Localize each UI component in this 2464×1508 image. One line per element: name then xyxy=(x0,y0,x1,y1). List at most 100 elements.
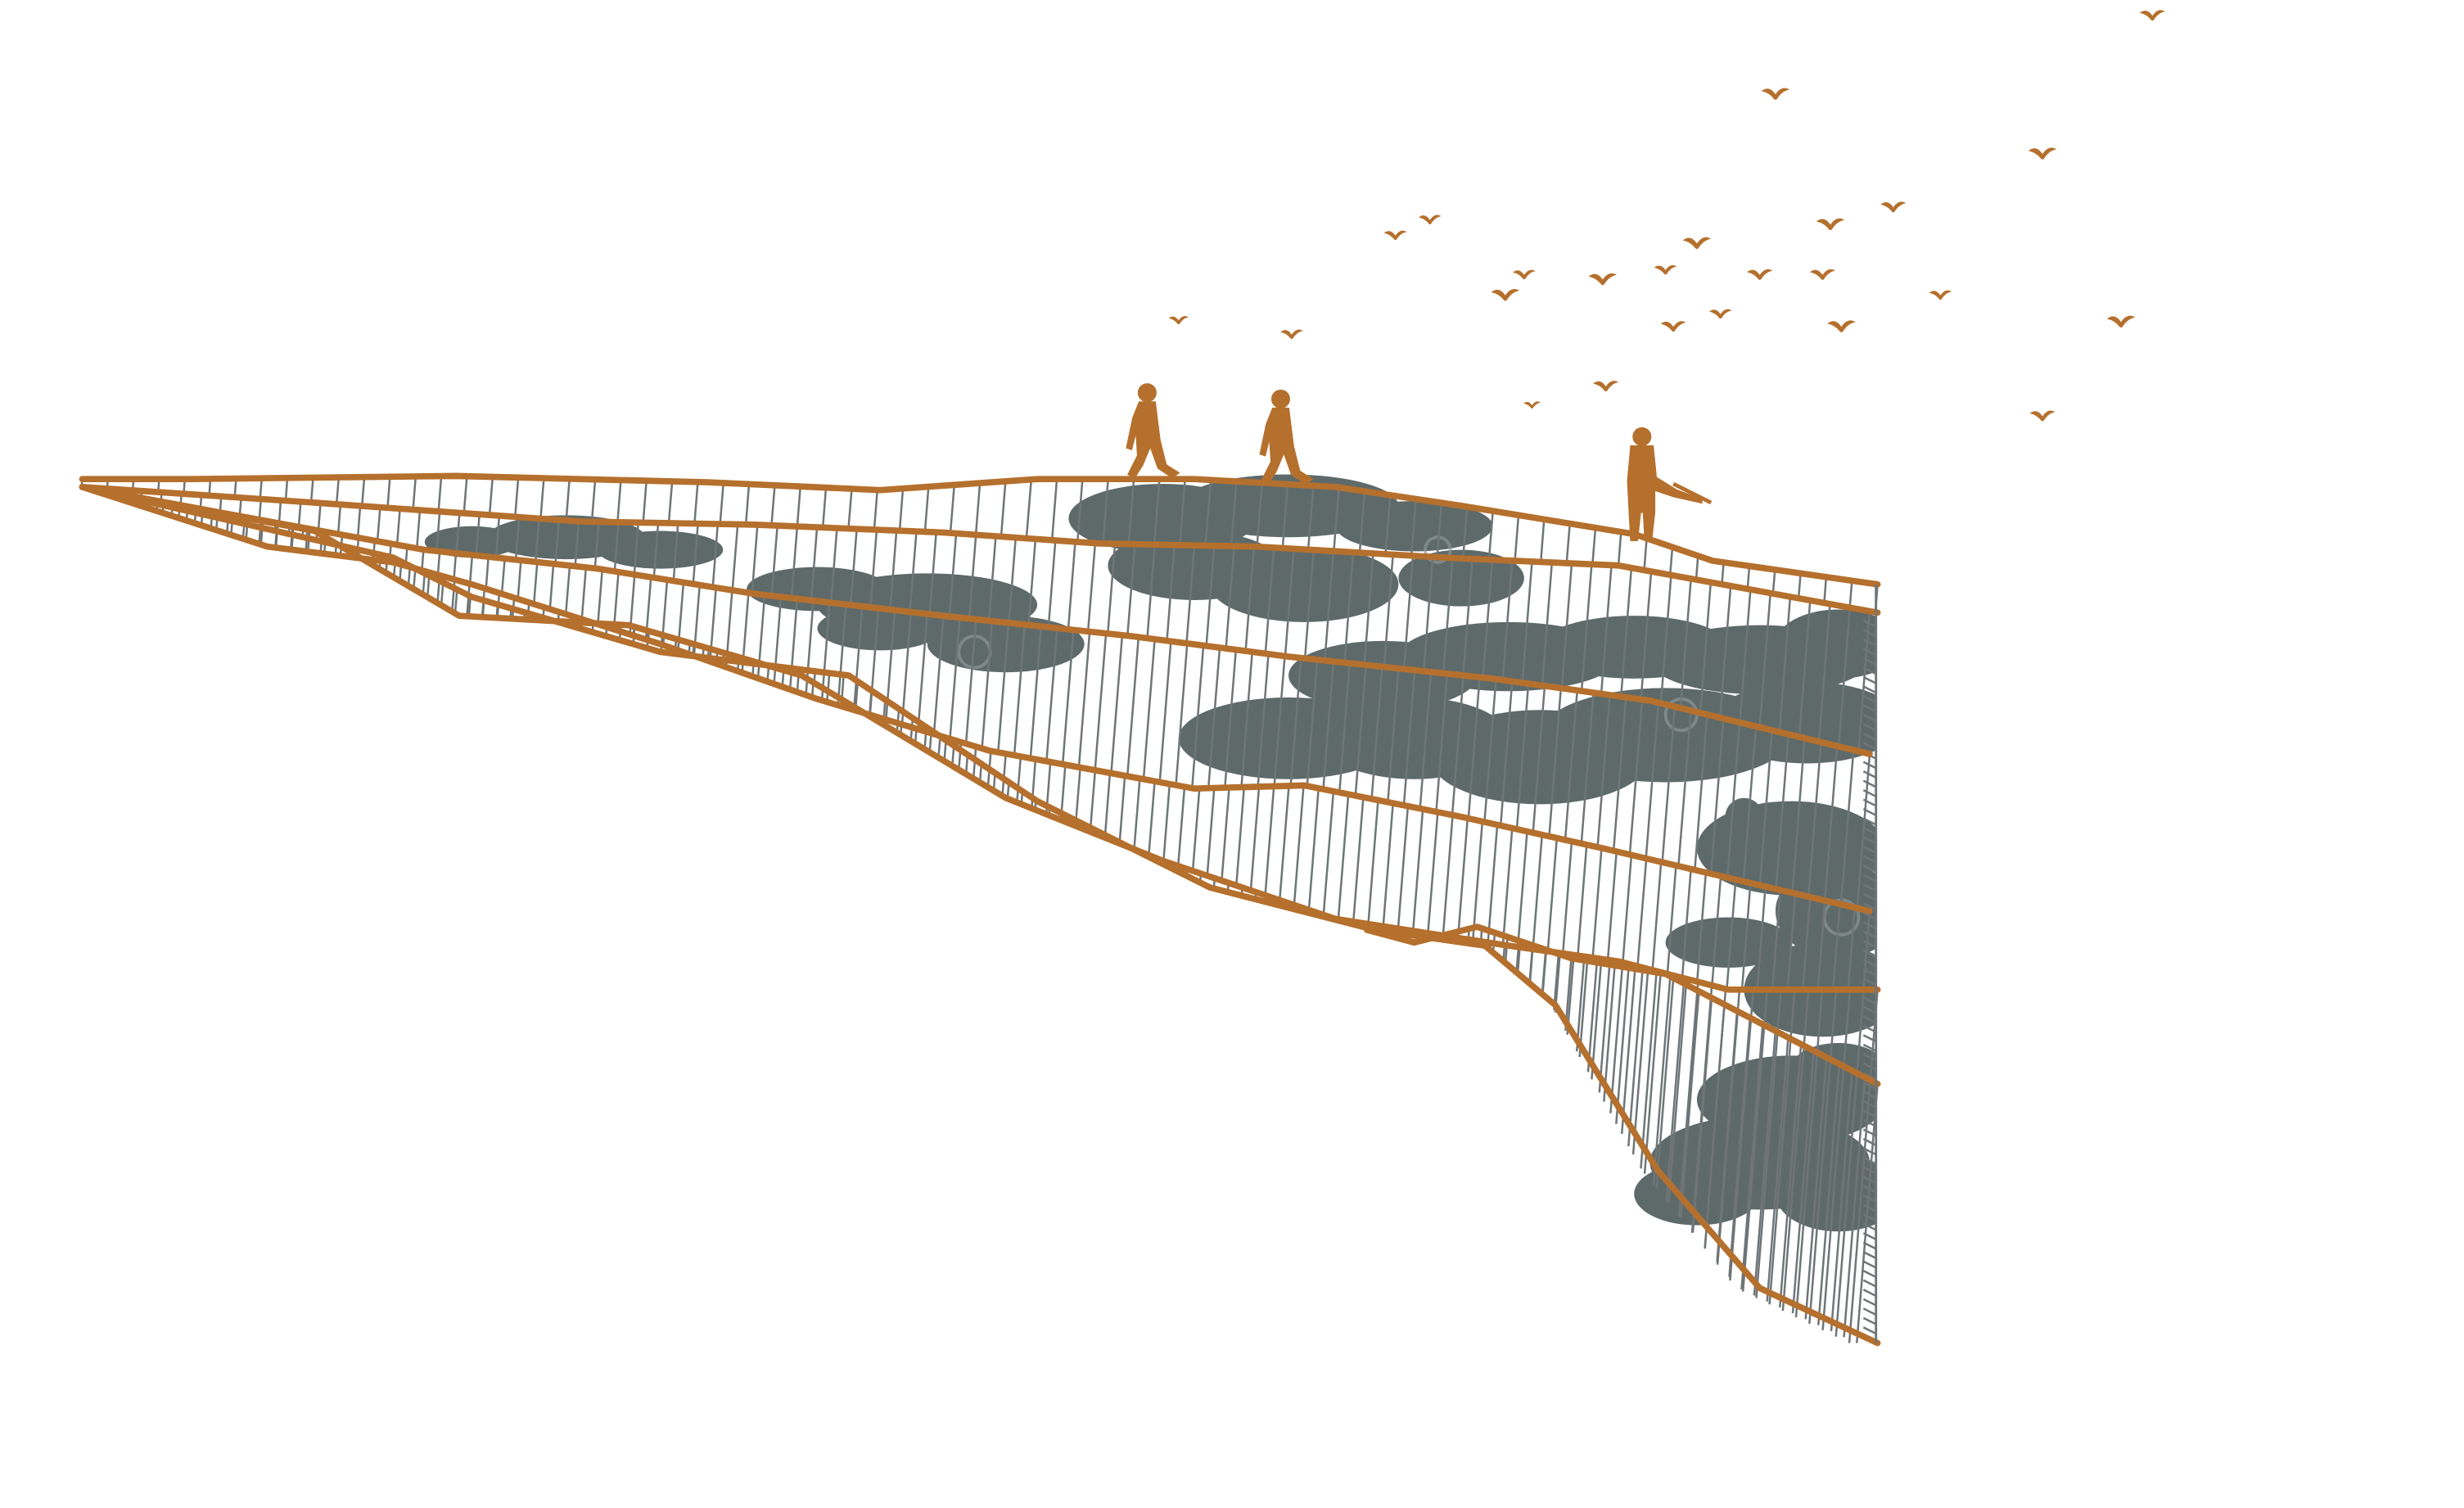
hatch-line xyxy=(1790,738,1806,896)
hatch-line xyxy=(1839,750,1855,908)
hatch-line xyxy=(376,507,381,542)
flying-bird-icon xyxy=(1588,273,1618,286)
hatch-line xyxy=(1862,1015,1877,1024)
hatch-line xyxy=(1862,770,1877,779)
hatch-line xyxy=(1726,722,1741,881)
hatch-line xyxy=(1862,1232,1877,1241)
hatch-line xyxy=(1094,633,1108,773)
hatch-line xyxy=(1045,628,1058,764)
hatch-line xyxy=(1578,956,1589,1058)
hatch-line xyxy=(1631,970,1649,1155)
hatch-line xyxy=(1862,1137,1877,1146)
hatch-line xyxy=(1862,666,1877,675)
hatch-line xyxy=(693,481,699,524)
hatch-line xyxy=(1086,543,1097,633)
hatch-line xyxy=(1862,779,1877,788)
hatch-line xyxy=(1343,552,1355,664)
hatch-line xyxy=(1106,544,1117,635)
hatch-line xyxy=(1746,566,1751,590)
hatch-line xyxy=(1862,1222,1877,1231)
hatch-line xyxy=(539,477,545,519)
hatch-line xyxy=(1621,855,1633,965)
hatch-line xyxy=(1487,824,1499,945)
hatch-line xyxy=(1205,545,1216,648)
hatch-line xyxy=(1596,694,1611,851)
hatch-line xyxy=(770,525,778,597)
hatch-line xyxy=(1862,846,1877,854)
hatch-line xyxy=(580,567,588,621)
hatch-line xyxy=(847,489,853,529)
hatch-line xyxy=(1539,519,1546,562)
hatch-line xyxy=(1834,989,1865,1337)
hatch-line xyxy=(1603,960,1617,1102)
hatch-line xyxy=(1402,670,1416,808)
hatch-line xyxy=(731,524,739,592)
flying-bird-icon xyxy=(1929,290,1952,300)
hatch-line xyxy=(1699,582,1713,716)
hatch-line xyxy=(532,562,539,606)
hatch-line xyxy=(1862,1316,1877,1325)
hatch-line xyxy=(1808,989,1838,1325)
hatch-line xyxy=(1862,883,1877,892)
hatch-line xyxy=(1580,564,1593,693)
hatch-line xyxy=(981,621,994,752)
hatch-line xyxy=(412,476,417,510)
hatch-line xyxy=(1615,964,1631,1124)
hatch-line xyxy=(1862,629,1877,638)
hatch-line xyxy=(770,485,776,526)
hatch-line xyxy=(1303,549,1315,660)
hatch-line xyxy=(1862,1307,1877,1316)
hatch-line xyxy=(1668,547,1674,576)
hatch-line xyxy=(1306,485,1315,550)
hatch-line xyxy=(1862,1213,1877,1221)
hatch-line xyxy=(517,560,522,600)
hatch-line xyxy=(1691,997,1713,1233)
hatch-line xyxy=(1678,982,1699,1217)
hatch-line xyxy=(788,598,799,693)
hatch-line xyxy=(336,504,342,535)
hatch-line xyxy=(1561,841,1573,955)
hatch-line xyxy=(1191,788,1201,874)
hatch-line xyxy=(1786,893,1797,990)
hatch-line xyxy=(1516,831,1528,949)
hatch-line xyxy=(1862,1090,1877,1099)
hatch-line xyxy=(948,617,961,743)
hatch-line xyxy=(1606,851,1618,961)
hatch-line xyxy=(1862,742,1877,751)
hatch-line xyxy=(1862,732,1877,741)
hatch-line xyxy=(1862,723,1877,732)
hatch-line xyxy=(360,476,366,507)
hatch-line xyxy=(1862,675,1877,684)
hatch-line xyxy=(612,571,620,631)
hatch-line xyxy=(1560,563,1573,690)
hatch-line xyxy=(1047,540,1057,629)
hatch-line xyxy=(1281,484,1289,549)
hatch-line xyxy=(415,509,422,549)
hatch-line xyxy=(274,523,279,549)
hatch-line xyxy=(1278,785,1290,904)
hatch-line xyxy=(751,524,759,594)
hatch-line xyxy=(1015,756,1022,805)
hatch-line xyxy=(1636,858,1648,969)
hatch-line xyxy=(1778,596,1792,735)
flying-bird-icon xyxy=(1761,88,1790,100)
flying-bird-icon xyxy=(1708,309,1732,319)
hatch-line xyxy=(1306,659,1319,788)
hatch-line xyxy=(1862,874,1877,883)
hatch-line xyxy=(1435,673,1449,815)
hatch-line xyxy=(1862,977,1877,987)
hatch-line xyxy=(1847,907,1857,990)
hatch-line xyxy=(1862,1109,1877,1118)
hatch-line xyxy=(642,481,648,523)
hatch-line xyxy=(1817,603,1831,745)
hatch-line xyxy=(1766,1037,1789,1302)
hatch-line xyxy=(1050,479,1058,541)
flying-bird-icon xyxy=(2139,10,2165,21)
bird-flock xyxy=(1168,10,2165,422)
hatch-line xyxy=(1729,989,1755,1281)
hatch-line xyxy=(773,597,783,687)
hatch-line xyxy=(1352,797,1365,923)
hatch-line xyxy=(1257,653,1270,787)
hatch-line xyxy=(1076,479,1084,543)
hatch-line xyxy=(987,535,997,622)
